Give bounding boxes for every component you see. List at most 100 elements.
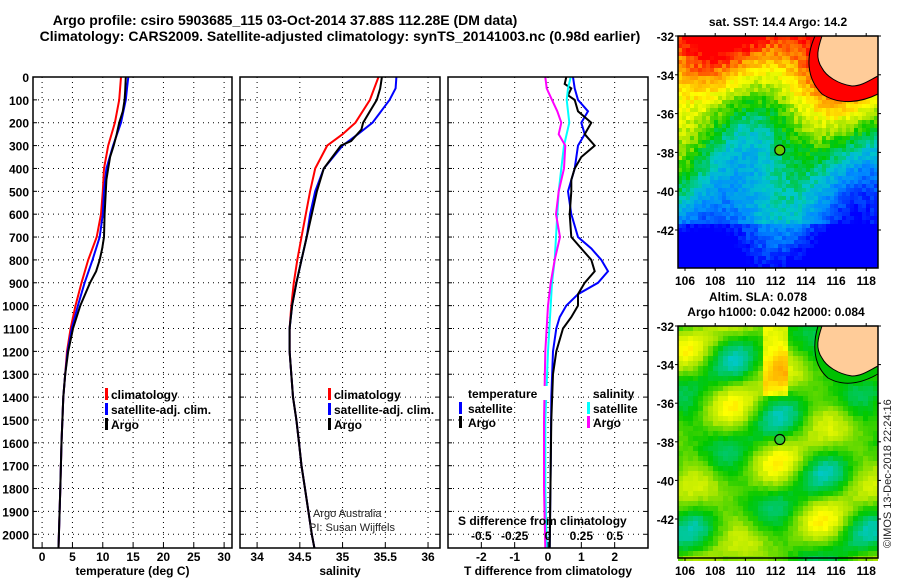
map-cell xyxy=(738,456,743,461)
map-cell xyxy=(873,406,878,411)
map-cell xyxy=(758,180,762,184)
map-cell xyxy=(768,496,773,501)
map-cell xyxy=(694,208,698,212)
map-cell xyxy=(870,144,874,148)
map-cell xyxy=(718,216,722,220)
map-cell xyxy=(853,436,858,441)
map-cell xyxy=(738,376,743,381)
map-cell xyxy=(722,228,726,232)
map-cell xyxy=(798,416,803,421)
map-cell xyxy=(823,381,828,386)
map-cell xyxy=(686,92,690,96)
map-cell xyxy=(758,264,762,268)
map-cell xyxy=(838,421,843,426)
map-cell xyxy=(728,501,733,506)
map-cell xyxy=(838,224,842,228)
map-cell xyxy=(713,346,718,351)
map-cell xyxy=(773,341,778,346)
map-cell xyxy=(726,232,730,236)
map-cell xyxy=(678,366,683,371)
map-cell xyxy=(768,356,773,361)
map-cell xyxy=(870,188,874,192)
map-cell xyxy=(734,156,738,160)
map-cell xyxy=(734,112,738,116)
map-cell xyxy=(702,80,706,84)
map-cell xyxy=(753,546,758,551)
map-cell xyxy=(723,481,728,486)
map-cell xyxy=(806,252,810,256)
map-cell xyxy=(706,184,710,188)
map-cell xyxy=(802,60,806,64)
map-cell xyxy=(758,486,763,491)
map-cell xyxy=(728,496,733,501)
map-cell xyxy=(722,132,726,136)
map-cell xyxy=(858,386,863,391)
map-cell xyxy=(814,164,818,168)
map-cell xyxy=(730,192,734,196)
lat-tick-label: -40 xyxy=(657,474,675,488)
map-cell xyxy=(810,112,814,116)
map-cell xyxy=(843,526,848,531)
map-cell xyxy=(786,220,790,224)
map-cell xyxy=(763,496,768,501)
map-cell xyxy=(734,176,738,180)
map-cell xyxy=(726,124,730,128)
map-cell xyxy=(678,188,682,192)
map-cell xyxy=(813,376,818,381)
map-cell xyxy=(750,76,754,80)
map-cell xyxy=(694,228,698,232)
map-cell xyxy=(710,184,714,188)
map-cell xyxy=(806,176,810,180)
map-cell xyxy=(853,536,858,541)
map-cell xyxy=(788,456,793,461)
map-cell xyxy=(873,511,878,516)
map-cell xyxy=(818,252,822,256)
map-cell xyxy=(830,252,834,256)
map-cell xyxy=(694,156,698,160)
map-cell xyxy=(790,180,794,184)
map-cell xyxy=(753,431,758,436)
map-cell xyxy=(782,204,786,208)
map-cell xyxy=(773,326,778,331)
map-cell xyxy=(833,436,838,441)
map-cell xyxy=(766,176,770,180)
map-cell xyxy=(690,48,694,52)
map-cell xyxy=(762,204,766,208)
map-cell xyxy=(758,208,762,212)
map-cell xyxy=(758,140,762,144)
map-cell xyxy=(713,336,718,341)
map-cell xyxy=(848,501,853,506)
map-cell xyxy=(866,232,870,236)
x-tick-label: 25 xyxy=(187,550,201,564)
map-cell xyxy=(802,152,806,156)
map-cell xyxy=(762,212,766,216)
map-cell xyxy=(794,96,798,100)
map-cell xyxy=(763,441,768,446)
map-cell xyxy=(703,336,708,341)
map-cell xyxy=(678,240,682,244)
map-cell xyxy=(682,164,686,168)
map-cell xyxy=(823,411,828,416)
lat-tick-label: -42 xyxy=(657,513,675,527)
map-cell xyxy=(714,60,718,64)
map-cell xyxy=(808,516,813,521)
map-cell xyxy=(873,376,878,381)
map-cell xyxy=(818,120,822,124)
map-cell xyxy=(862,108,866,112)
map-cell xyxy=(678,200,682,204)
map-cell xyxy=(734,232,738,236)
map-cell xyxy=(826,228,830,232)
map-cell xyxy=(788,361,793,366)
map-cell xyxy=(730,108,734,112)
map-cell xyxy=(730,196,734,200)
map-cell xyxy=(734,52,738,56)
map-cell xyxy=(722,148,726,152)
map-cell xyxy=(708,451,713,456)
map-cell xyxy=(770,128,774,132)
map-cell xyxy=(828,461,833,466)
map-cell xyxy=(718,426,723,431)
map-cell xyxy=(782,224,786,228)
map-cell xyxy=(830,124,834,128)
map-cell xyxy=(698,96,702,100)
map-cell xyxy=(698,391,703,396)
